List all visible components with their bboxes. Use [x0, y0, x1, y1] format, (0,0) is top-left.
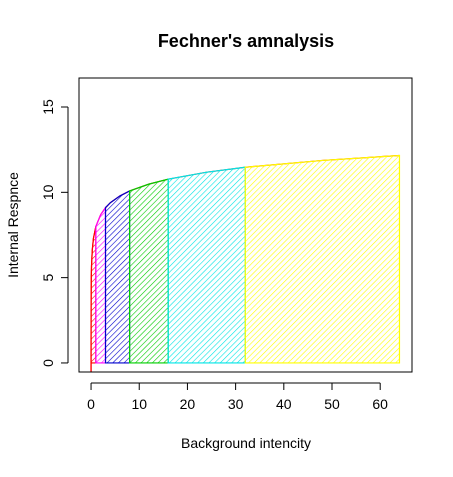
region	[129, 178, 169, 364]
y-tick-label: 0	[40, 359, 56, 367]
x-tick-label: 40	[276, 396, 292, 412]
y-tick-label: 15	[40, 99, 56, 115]
x-axis-label: Background intencity	[181, 435, 311, 451]
y-tick-label: 5	[40, 274, 56, 282]
x-tick-label: 60	[372, 396, 388, 412]
x-tick-label: 20	[180, 396, 196, 412]
y-axis-label: Internal Respnce	[5, 172, 21, 278]
region	[244, 154, 401, 364]
y-tick-label: 10	[40, 184, 56, 200]
x-tick-label: 50	[324, 396, 340, 412]
chart-title: Fechner's amnalysis	[158, 31, 334, 51]
x-tick-label: 0	[87, 396, 95, 412]
x-tick-label: 10	[131, 396, 147, 412]
region	[104, 189, 131, 364]
plot-frame	[78, 77, 413, 373]
region	[95, 205, 107, 364]
x-tick-label: 30	[228, 396, 244, 412]
region	[167, 166, 246, 364]
